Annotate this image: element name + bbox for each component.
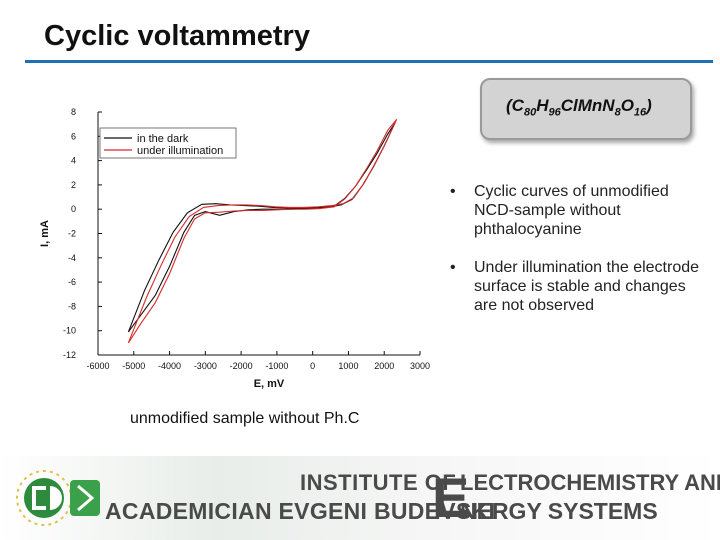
title-underline xyxy=(25,60,713,63)
y-tick-label: 8 xyxy=(71,107,76,117)
formula-box xyxy=(480,78,692,140)
y-tick-label: -12 xyxy=(63,350,76,360)
y-tick-label: 6 xyxy=(71,131,76,141)
banner-background xyxy=(0,456,720,540)
y-tick-label: -10 xyxy=(63,326,76,336)
banner-line-institute: INSTITUTE OF xyxy=(300,470,457,495)
institute-logo-icon xyxy=(16,470,100,526)
y-tick-label: -8 xyxy=(68,301,76,311)
x-axis-title: E, mV xyxy=(254,378,285,390)
series-line xyxy=(127,118,398,344)
y-tick-label: 2 xyxy=(71,180,76,190)
cyclic-voltammetry-chart: -6000 -5000 -4000 -3000 -2000 -1000 0 1000 2000 3… xyxy=(39,107,430,390)
x-tick-label: -6000 xyxy=(86,361,109,371)
y-tick-label: 4 xyxy=(71,156,76,166)
legend-label: in the dark xyxy=(137,133,189,145)
y-tick-label: -6 xyxy=(68,277,76,287)
bullet-text: Under illumination the electrode surface… xyxy=(474,259,700,314)
bullet-dot: • xyxy=(450,259,456,276)
x-tick-label: -3000 xyxy=(194,361,217,371)
y-tick-label: -2 xyxy=(68,229,76,239)
banner-line-electrochemistry: LECTROCHEMISTRY AND xyxy=(460,470,720,495)
x-tick-label: -1000 xyxy=(265,361,288,371)
chart-axes: -6000 -5000 -4000 -3000 -2000 -1000 0 1000 2000 3… xyxy=(39,107,430,390)
y-tick-label: -4 xyxy=(68,253,76,263)
banner-line-academician: ACADEMICIAN EVGENI BUDEVSKI xyxy=(105,498,496,524)
x-tick-label: -2000 xyxy=(230,361,253,371)
x-tick-label: -5000 xyxy=(122,361,145,371)
series-line xyxy=(127,119,398,344)
x-tick-label: -4000 xyxy=(158,361,181,371)
chart-curves xyxy=(127,118,398,344)
bullet-item: • Under illumination the electrode surfa… xyxy=(446,258,708,315)
bullet-text: Cyclic curves of unmodified NCD-sample w… xyxy=(474,183,669,238)
bullet-list: • Cyclic curves of unmodified NCD-sample… xyxy=(446,182,708,334)
bullet-item: • Cyclic curves of unmodified NCD-sample… xyxy=(446,182,708,239)
legend-label: under illumination xyxy=(137,145,223,157)
banner-line-energy: NERGY SYSTEMS xyxy=(460,498,658,524)
x-tick-label: 0 xyxy=(310,361,315,371)
y-tick-label: 0 xyxy=(71,204,76,214)
chart-caption: unmodified sample without Ph.C xyxy=(130,410,360,427)
x-tick-label: 2000 xyxy=(374,361,394,371)
x-tick-label: 1000 xyxy=(338,361,358,371)
bullet-dot: • xyxy=(450,183,456,200)
legend-frame xyxy=(99,127,237,159)
institute-banner: INSTITUTE OF ACADEMICIAN EVGENI BUDEVSKI… xyxy=(0,456,720,540)
banner-big-letter: E xyxy=(432,466,470,529)
molecular-formula: (C80H96ClMnN8O16) xyxy=(506,96,652,119)
y-axis-title: I, mA xyxy=(39,220,51,247)
slide-title: Cyclic voltammetry xyxy=(44,20,310,52)
x-tick-label: 3000 xyxy=(410,361,430,371)
